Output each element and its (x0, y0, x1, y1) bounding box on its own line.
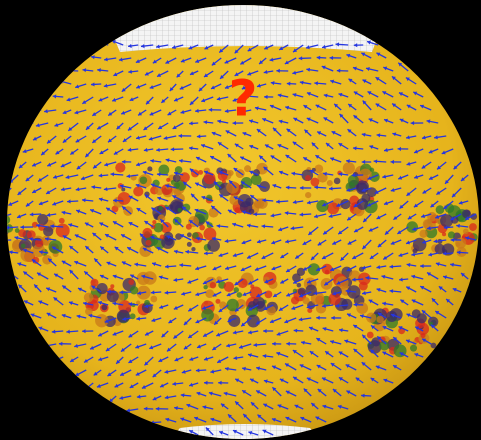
patch-blob (291, 296, 299, 304)
patch-blob (15, 228, 20, 233)
patch-blob (191, 247, 195, 251)
patch-blob (455, 238, 466, 249)
patch-blob (376, 316, 383, 323)
patch-blob (325, 270, 329, 274)
patch-blob (147, 166, 152, 171)
patch-blob (84, 293, 94, 303)
patch-blob (85, 308, 93, 316)
patch-blob (343, 162, 355, 174)
patch-blob (367, 332, 374, 339)
patch-blob (238, 194, 252, 208)
patch-blob (150, 296, 157, 303)
patch-blob (115, 162, 125, 172)
patch-blob (133, 186, 143, 196)
patch-blob (435, 244, 445, 254)
patch-blob (442, 232, 446, 236)
patch-blob (210, 282, 216, 288)
patch-blob (121, 188, 125, 192)
patch-blob (208, 207, 218, 217)
patch-blob (327, 180, 333, 186)
patch-blob (250, 287, 263, 300)
patch-blob (302, 297, 309, 304)
patch-blob (254, 201, 261, 208)
patch-blob (166, 178, 170, 182)
patch-blob (417, 313, 427, 323)
patch-blob (410, 345, 417, 352)
patch-blob (173, 189, 181, 197)
patch-blob (37, 214, 48, 225)
patch-blob (56, 224, 70, 238)
patch-blob (463, 229, 469, 235)
patch-blob (421, 333, 426, 338)
patch-blob (43, 226, 53, 236)
patch-blob (305, 175, 311, 181)
patch-blob (297, 283, 302, 288)
patch-blob (187, 232, 192, 237)
patch-blob (203, 285, 207, 289)
patch-blob (160, 235, 165, 240)
patch-blob (359, 282, 368, 291)
patch-blob (348, 175, 359, 186)
patch-blob (207, 239, 220, 252)
sphere-visualization: ? (0, 0, 481, 440)
patch-blob (228, 170, 234, 176)
patch-blob (419, 230, 427, 238)
patch-blob (158, 206, 163, 211)
patch-blob (205, 289, 214, 298)
patch-blob (110, 284, 114, 288)
patch-blob (224, 282, 234, 292)
patch-blob (237, 292, 243, 298)
patch-blob (128, 279, 134, 285)
patch-blob (305, 192, 311, 198)
patch-blob (427, 212, 437, 222)
patch-blob (341, 299, 352, 310)
annotation: ? (228, 70, 257, 128)
patch-blob (21, 244, 26, 249)
patch-blob (334, 178, 341, 185)
patch-blob (177, 208, 181, 212)
patch-blob (97, 283, 108, 294)
patch-blob (199, 225, 205, 231)
patch-blob (146, 240, 152, 246)
patch-blob (436, 205, 445, 214)
patch-blob (469, 223, 477, 231)
patch-blob (152, 220, 156, 224)
patch-blob (234, 207, 240, 213)
patch-blob (186, 224, 192, 230)
patch-blob (448, 231, 455, 238)
patch-blob (101, 304, 107, 310)
patch-blob (226, 181, 239, 194)
patch-blob (59, 218, 65, 224)
patch-blob (315, 164, 324, 173)
patch-blob (173, 174, 181, 182)
patch-blob (187, 242, 192, 247)
page: ? (() => { const data = JSON.parse(docum… (0, 0, 481, 440)
patch-blob (118, 192, 131, 205)
patch-blob (234, 287, 239, 292)
patch-blob (117, 310, 130, 323)
patch-blob (356, 302, 368, 314)
patch-blob (356, 183, 368, 195)
patch-blob (130, 286, 138, 294)
patch-blob (327, 202, 339, 214)
patch-blob (140, 176, 148, 184)
patch-blob (311, 178, 320, 187)
